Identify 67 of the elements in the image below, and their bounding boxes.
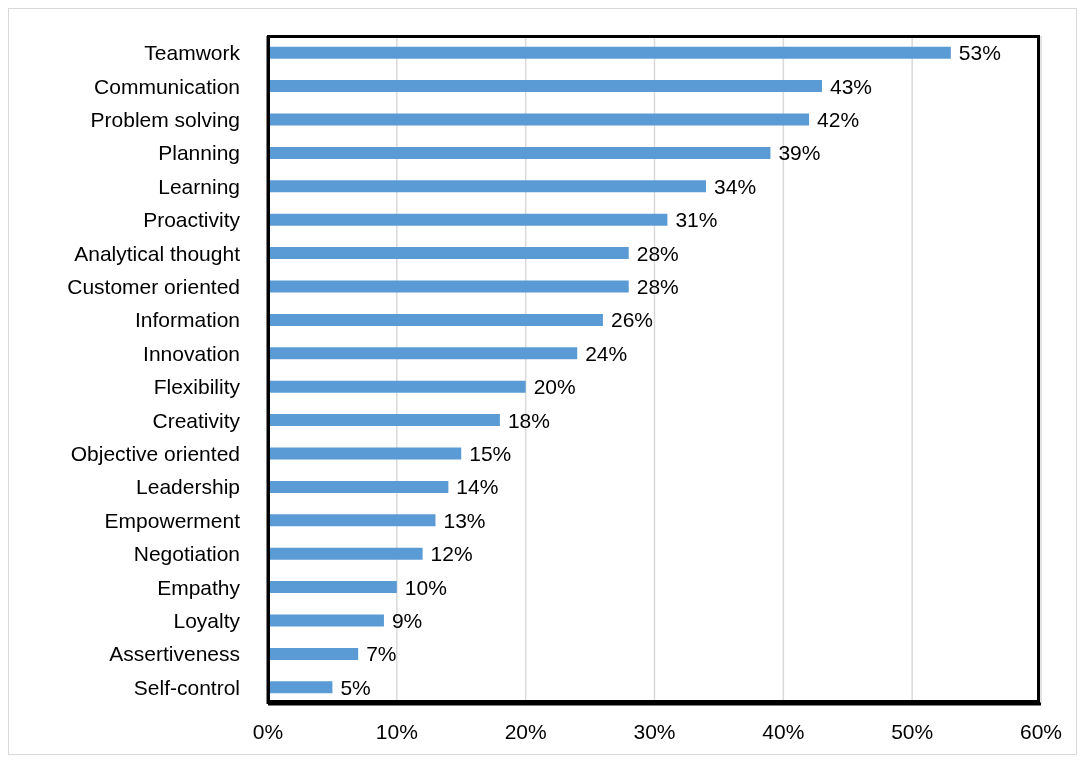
x-tick-label: 10% <box>375 719 418 743</box>
y-tick-label: Problem solving <box>90 107 240 131</box>
bar <box>268 280 629 293</box>
bar <box>268 146 771 159</box>
y-tick-label: Information <box>134 308 240 332</box>
data-label: 31% <box>675 208 718 232</box>
bar <box>268 247 629 260</box>
x-tick-label: 40% <box>762 719 805 743</box>
y-tick-label: Innovation <box>143 341 240 365</box>
data-label: 20% <box>533 375 576 399</box>
data-label: 24% <box>585 341 628 365</box>
data-label: 39% <box>778 141 821 165</box>
data-label: 43% <box>829 74 873 98</box>
x-tick-label: 60% <box>1019 719 1063 743</box>
y-tick-label: Teamwork <box>144 41 241 65</box>
bar <box>268 480 449 493</box>
bar <box>268 414 500 427</box>
data-label: 28% <box>636 241 679 265</box>
bar <box>268 113 810 126</box>
data-label: 53% <box>958 41 1001 65</box>
bar <box>268 380 526 393</box>
bar <box>268 681 333 694</box>
bar <box>268 180 707 193</box>
y-tick-label: Empowerment <box>104 508 241 532</box>
y-tick-label: Empathy <box>157 575 241 599</box>
data-label: 14% <box>456 475 499 499</box>
data-label: 12% <box>430 542 473 566</box>
bar <box>268 447 462 460</box>
y-tick-label: Planning <box>158 141 240 165</box>
data-label: 7% <box>366 642 397 666</box>
data-label: 13% <box>443 508 486 532</box>
data-label: 15% <box>469 441 512 465</box>
bar <box>268 614 384 627</box>
bar <box>268 347 578 360</box>
data-label: 34% <box>714 174 757 198</box>
data-label: 42% <box>817 107 860 131</box>
bar <box>268 514 436 527</box>
y-tick-label: Learning <box>158 174 240 198</box>
y-tick-label: Objective oriented <box>70 441 240 465</box>
bar <box>268 547 423 560</box>
x-tick-label: 50% <box>891 719 934 743</box>
y-tick-label: Creativity <box>152 408 241 432</box>
bar <box>268 647 359 660</box>
data-label: 10% <box>404 575 447 599</box>
data-label: 5% <box>340 675 371 699</box>
y-tick-label: Analytical thought <box>74 241 241 265</box>
bar <box>268 46 951 59</box>
bar <box>268 313 603 326</box>
bar <box>268 213 668 226</box>
x-tick-label: 30% <box>633 719 676 743</box>
y-tick-label: Leadership <box>136 475 240 499</box>
y-tick-label: Communication <box>94 74 240 98</box>
data-label: 9% <box>391 608 423 632</box>
y-tick-label: Negotiation <box>133 542 240 566</box>
y-tick-label: Loyalty <box>173 608 241 632</box>
bar <box>268 581 397 594</box>
y-tick-label: Self-control <box>133 675 240 699</box>
y-tick-label: Proactivity <box>143 208 241 232</box>
data-label: 26% <box>610 308 653 332</box>
y-tick-label: Assertiveness <box>109 642 240 666</box>
y-tick-label: Customer oriented <box>67 274 240 298</box>
data-label: 18% <box>507 408 550 432</box>
bar <box>268 80 822 93</box>
x-tick-label: 0% <box>252 719 284 743</box>
x-tick-label: 20% <box>504 719 547 743</box>
y-tick-label: Flexibility <box>153 375 241 399</box>
data-label: 28% <box>636 274 679 298</box>
